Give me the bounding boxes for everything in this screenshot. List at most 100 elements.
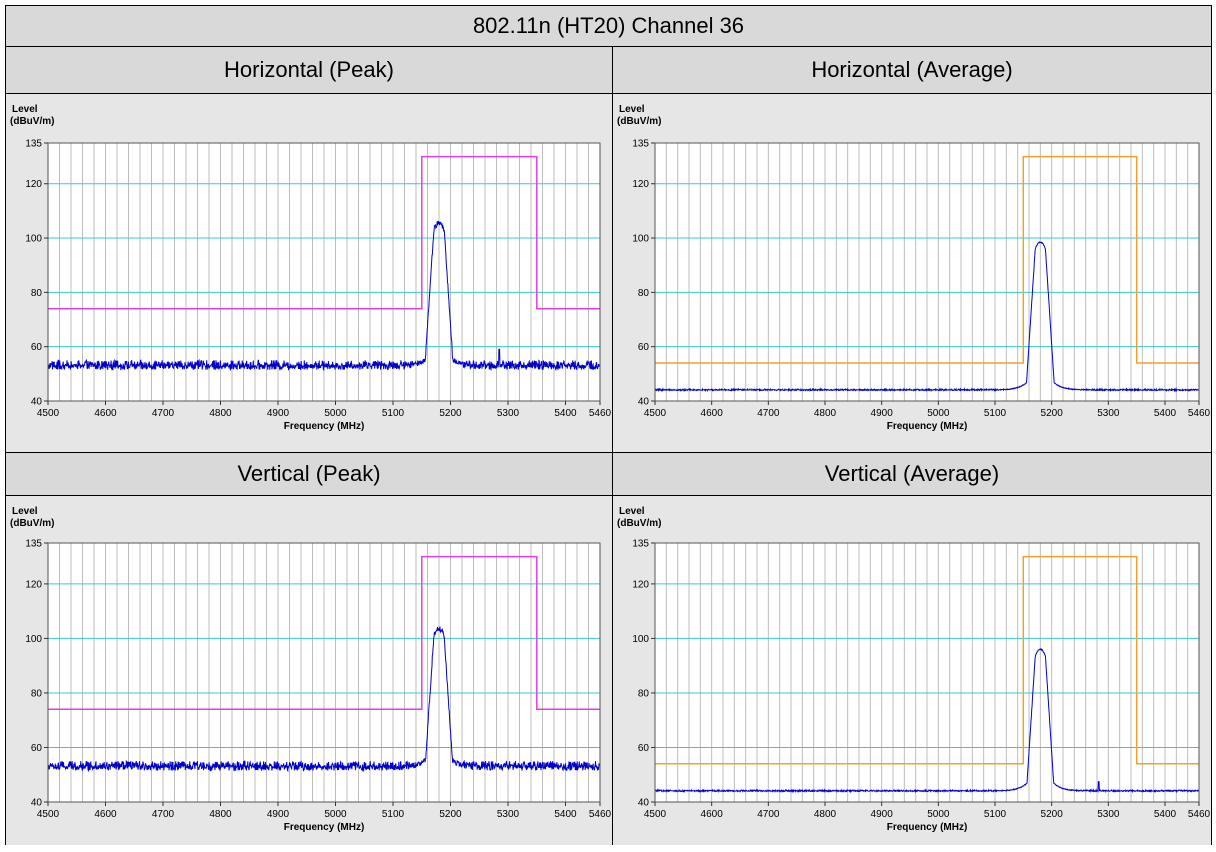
y-tick-label: 135	[25, 139, 42, 150]
chart-vertical-average: 40 60 80 100 120 135 4500 4600 4700 4800 4900 5000 5…	[613, 496, 1211, 845]
y-axis-label: Level	[619, 506, 645, 517]
x-tick-label: 5000	[927, 809, 950, 820]
x-tick-label: 4800	[209, 809, 232, 820]
row-divider-3	[5, 452, 1212, 453]
y-axis-unit-label: (dBuV/m)	[10, 518, 54, 529]
x-tick-label: 5300	[1097, 809, 1120, 820]
y-tick-label: 60	[31, 342, 43, 353]
x-tick-label: 5460	[589, 408, 612, 419]
x-tick-label: 5100	[382, 408, 405, 419]
y-tick-label: 40	[638, 397, 650, 408]
y-tick-label: 60	[638, 342, 650, 353]
y-tick-label: 120	[632, 179, 649, 190]
y-tick-label: 120	[632, 579, 649, 590]
x-tick-label: 4600	[701, 408, 724, 419]
plot-border	[654, 142, 1200, 402]
y-tick-label: 135	[632, 539, 649, 550]
y-axis-unit-label: (dBuV/m)	[617, 116, 661, 127]
x-tick-label: 4500	[37, 408, 60, 419]
x-tick-label: 4700	[152, 408, 175, 419]
panel-header-horizontal-average: Horizontal (Average)	[613, 47, 1211, 93]
panel-header-horizontal-peak: Horizontal (Peak)	[6, 47, 612, 93]
x-tick-label: 4800	[209, 408, 232, 419]
y-tick-label: 135	[25, 539, 42, 550]
x-tick-label: 5460	[589, 809, 612, 820]
x-tick-label: 4700	[757, 408, 780, 419]
x-tick-label: 4800	[814, 809, 837, 820]
plot-border	[47, 542, 601, 803]
y-tick-label: 80	[31, 288, 43, 299]
x-tick-label: 5100	[382, 809, 405, 820]
x-tick-label: 5300	[497, 809, 520, 820]
y-tick-label: 100	[632, 234, 649, 245]
y-tick-label: 120	[25, 579, 42, 590]
x-tick-label: 5200	[439, 408, 462, 419]
row-divider-4	[5, 495, 1212, 496]
x-tick-label: 4600	[94, 809, 117, 820]
data-trace	[654, 241, 1199, 393]
x-tick-label: 5300	[497, 408, 520, 419]
limit-line	[48, 155, 600, 310]
x-tick-label: 5100	[984, 809, 1007, 820]
x-tick-label: 4500	[644, 809, 667, 820]
limit-line	[655, 555, 1199, 765]
x-axis-label: Frequency (MHz)	[284, 421, 365, 432]
y-tick-label: 40	[31, 397, 43, 408]
x-tick-label: 5000	[927, 408, 950, 419]
x-tick-label: 4600	[701, 809, 724, 820]
y-axis-unit-label: (dBuV/m)	[10, 116, 54, 127]
x-tick-label: 4900	[871, 809, 894, 820]
x-tick-label: 5000	[324, 408, 347, 419]
x-tick-label: 4800	[814, 408, 837, 419]
x-tick-label: 4500	[644, 408, 667, 419]
x-tick-label: 5460	[1188, 809, 1211, 820]
x-tick-label: 5000	[324, 809, 347, 820]
y-tick-label: 80	[638, 288, 650, 299]
page-title: 802.11n (HT20) Channel 36	[6, 6, 1211, 46]
plot-border	[654, 542, 1200, 803]
x-tick-label: 5400	[1154, 408, 1177, 419]
y-tick-label: 100	[25, 234, 42, 245]
x-tick-label: 5100	[984, 408, 1007, 419]
panel-header-vertical-peak: Vertical (Peak)	[6, 453, 612, 495]
y-axis-label: Level	[619, 104, 645, 115]
chart-horizontal-average: 40 60 80 100 120 135 4500 4600 4700 4800 4900 5000 5…	[613, 94, 1211, 452]
y-tick-label: 100	[25, 634, 42, 645]
y-tick-label: 40	[31, 798, 43, 809]
x-axis-label: Frequency (MHz)	[284, 822, 365, 833]
column-divider	[612, 46, 613, 845]
limit-line	[48, 555, 600, 711]
x-tick-label: 5400	[554, 809, 577, 820]
y-axis-unit-label: (dBuV/m)	[617, 518, 661, 529]
x-tick-label: 4900	[871, 408, 894, 419]
chart-horizontal-peak: 40 60 80 100 120 135 4500 4600 4700 4800 4900 5000 5…	[6, 94, 612, 452]
y-tick-label: 135	[632, 139, 649, 150]
y-tick-label: 60	[638, 743, 650, 754]
data-trace	[47, 220, 601, 372]
x-tick-label: 4700	[757, 809, 780, 820]
data-trace	[47, 626, 601, 773]
x-tick-label: 4700	[152, 809, 175, 820]
chart-vertical-peak: 40 60 80 100 120 135 4500 4600 4700 4800 4900 5000 5…	[6, 496, 612, 845]
row-divider-1	[5, 46, 1212, 47]
plot-border	[47, 142, 601, 402]
x-tick-label: 5200	[1041, 408, 1064, 419]
x-tick-label: 5200	[1041, 809, 1064, 820]
x-axis-label: Frequency (MHz)	[887, 822, 968, 833]
data-trace	[654, 647, 1200, 794]
x-tick-label: 4600	[94, 408, 117, 419]
x-axis-label: Frequency (MHz)	[887, 421, 968, 432]
x-tick-label: 5400	[1154, 809, 1177, 820]
row-divider-2	[5, 93, 1212, 94]
y-tick-label: 100	[632, 634, 649, 645]
x-tick-label: 4900	[267, 408, 290, 419]
x-tick-label: 5460	[1188, 408, 1211, 419]
limit-line	[655, 155, 1199, 364]
y-tick-label: 40	[638, 798, 650, 809]
y-tick-label: 120	[25, 179, 42, 190]
x-tick-label: 4500	[37, 809, 60, 820]
y-tick-label: 80	[31, 688, 43, 699]
y-tick-label: 80	[638, 688, 650, 699]
y-axis-label: Level	[12, 506, 38, 517]
x-tick-label: 4900	[267, 809, 290, 820]
